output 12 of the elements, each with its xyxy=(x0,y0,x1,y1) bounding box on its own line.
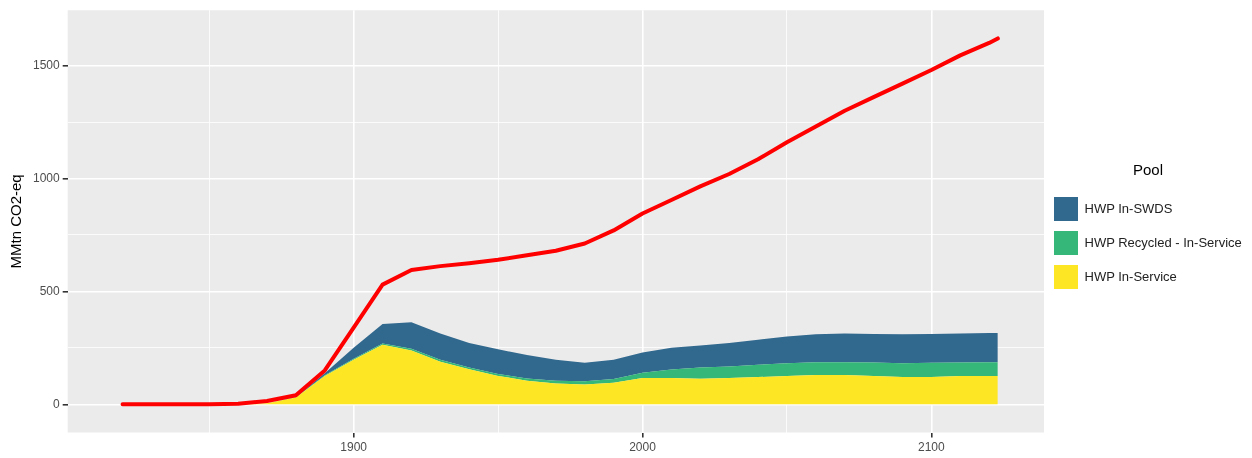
legend-title: Pool xyxy=(1132,160,1164,178)
y-tick-label: 0 xyxy=(53,396,61,411)
x-tick-label: 2100 xyxy=(918,440,946,455)
y-axis-title: MMtn CO2-eq xyxy=(7,174,25,269)
x-tick-label: 2000 xyxy=(629,440,657,455)
y-tick-label: 1500 xyxy=(32,57,61,72)
legend-label: HWP In-SWDS xyxy=(1084,200,1173,216)
y-tick-label: 500 xyxy=(39,283,61,298)
legend-label: HWP In-Service xyxy=(1084,268,1177,284)
x-tick-label: 1900 xyxy=(340,440,368,455)
y-tick-label: 1000 xyxy=(32,170,61,185)
legend-label: HWP Recycled - In-Service xyxy=(1084,234,1242,250)
